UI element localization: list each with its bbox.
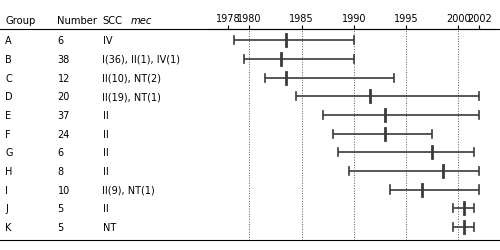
Text: B: B bbox=[5, 55, 12, 65]
Text: 10: 10 bbox=[58, 185, 70, 195]
Text: 20: 20 bbox=[58, 92, 70, 102]
Text: II: II bbox=[102, 148, 108, 158]
Text: D: D bbox=[5, 92, 12, 102]
Text: C: C bbox=[5, 73, 12, 83]
Text: 8: 8 bbox=[58, 166, 64, 176]
Text: I: I bbox=[5, 185, 8, 195]
Text: E: E bbox=[5, 110, 11, 120]
Text: 12: 12 bbox=[58, 73, 70, 83]
Text: F: F bbox=[5, 129, 10, 139]
Text: 6: 6 bbox=[58, 36, 64, 46]
Text: 24: 24 bbox=[58, 129, 70, 139]
Text: A: A bbox=[5, 36, 12, 46]
Text: 37: 37 bbox=[58, 110, 70, 120]
Text: SCC: SCC bbox=[102, 16, 122, 26]
Text: IV: IV bbox=[102, 36, 112, 46]
Text: mec: mec bbox=[131, 16, 152, 26]
Text: Number: Number bbox=[58, 16, 98, 26]
Text: II(9), NT(1): II(9), NT(1) bbox=[102, 185, 155, 195]
Text: 5: 5 bbox=[58, 204, 64, 214]
Text: II(19), NT(1): II(19), NT(1) bbox=[102, 92, 162, 102]
Text: II(10), NT(2): II(10), NT(2) bbox=[102, 73, 162, 83]
Text: NT: NT bbox=[102, 222, 116, 232]
Text: G: G bbox=[5, 148, 12, 158]
Text: I(36), II(1), IV(1): I(36), II(1), IV(1) bbox=[102, 55, 180, 65]
Text: II: II bbox=[102, 110, 108, 120]
Text: Group: Group bbox=[5, 16, 35, 26]
Text: II: II bbox=[102, 204, 108, 214]
Text: J: J bbox=[5, 204, 8, 214]
Text: II: II bbox=[102, 129, 108, 139]
Text: II: II bbox=[102, 166, 108, 176]
Text: 6: 6 bbox=[58, 148, 64, 158]
Text: H: H bbox=[5, 166, 12, 176]
Text: K: K bbox=[5, 222, 12, 232]
Text: 38: 38 bbox=[58, 55, 70, 65]
Text: 5: 5 bbox=[58, 222, 64, 232]
